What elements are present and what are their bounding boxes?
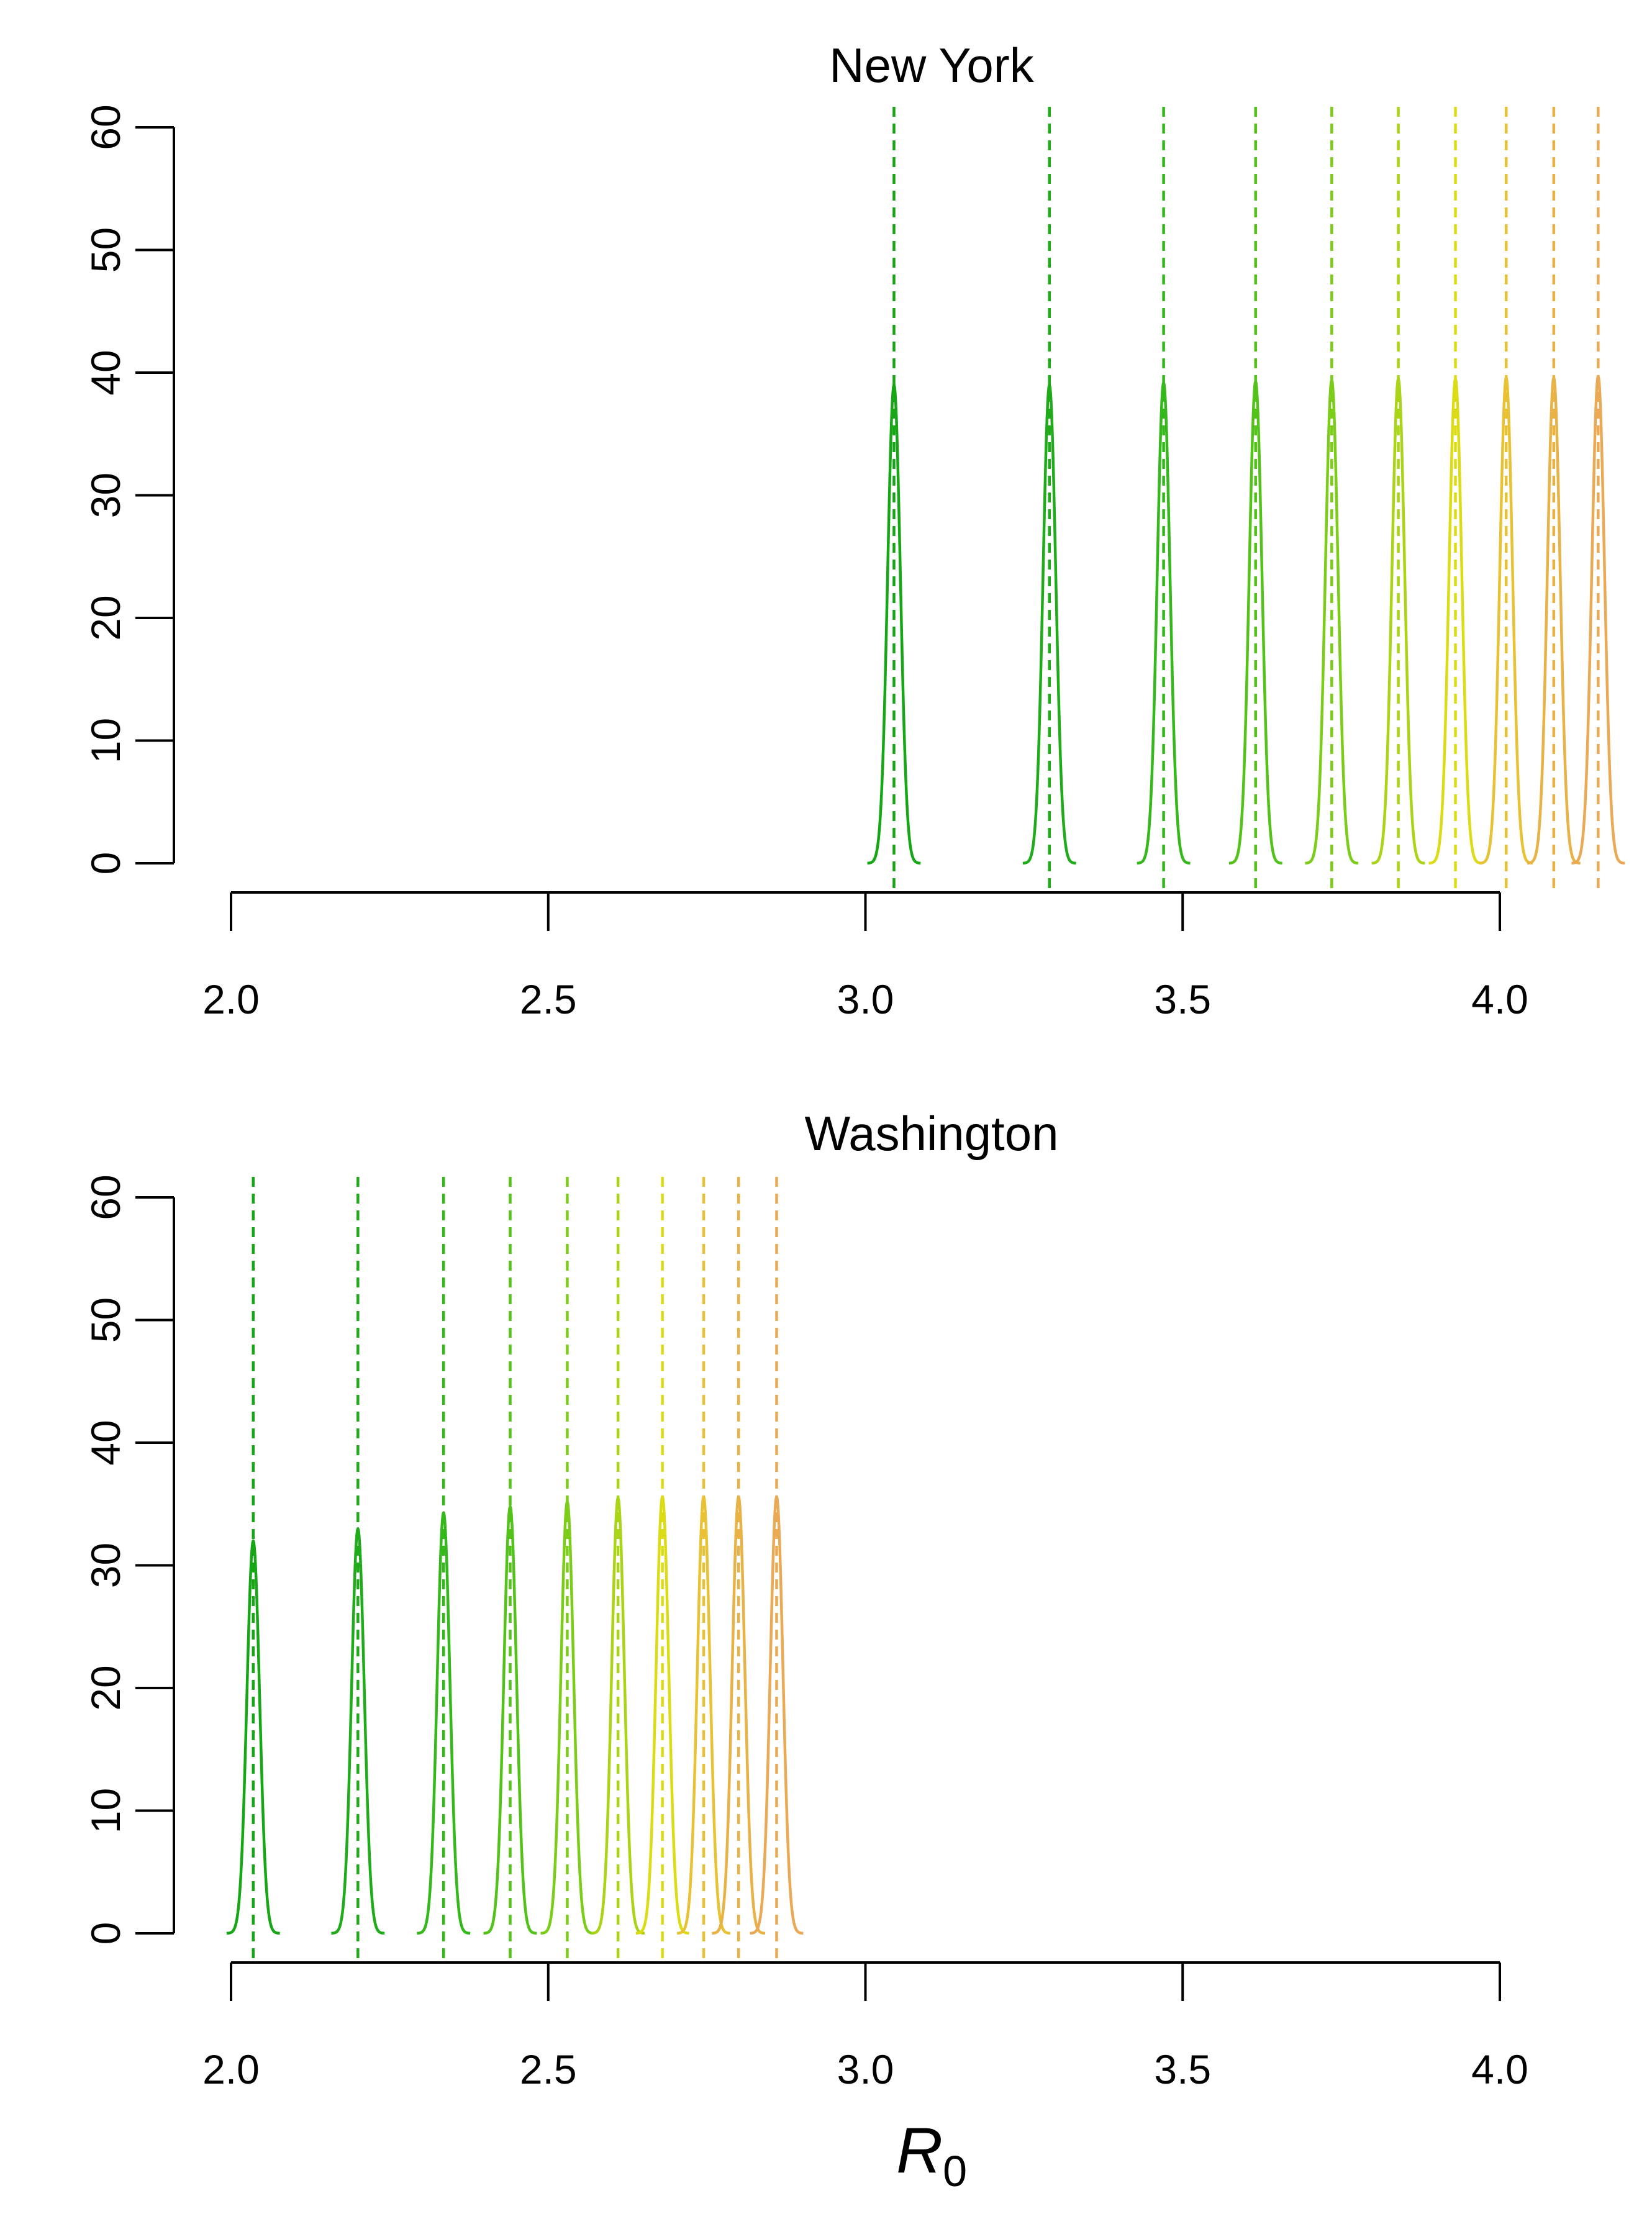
y-tick-label: 30	[83, 1543, 129, 1588]
y-tick-label: 30	[83, 473, 129, 518]
plot-area	[866, 107, 1626, 892]
density-curve	[1304, 378, 1359, 865]
density-curve	[866, 383, 922, 865]
x-tick-label: 2.5	[520, 976, 577, 1022]
axes: 0 10 20 30 40 50 60 2.0 2.5 3.0 3.5 4.0	[83, 104, 1528, 1022]
chart-title: New York	[829, 38, 1035, 93]
panel-new-york: New York 0 10 20 30 40 50 60 2.0 2.5 3.0 3.5 4.0	[83, 38, 1626, 1022]
x-tick-label: 3.5	[1154, 2046, 1211, 2092]
y-tick-label: 10	[83, 1788, 129, 1833]
x-tick-label: 4.0	[1471, 976, 1528, 1022]
y-tick-label: 40	[83, 1420, 129, 1465]
panel-washington: Washington 0 10 20 30 40 50 60 2.0 2.5 3.0 3.5 4.0	[83, 1106, 1528, 2092]
density-curve	[330, 1527, 386, 1935]
y-tick-label: 60	[83, 1174, 129, 1220]
x-tick-label: 2.5	[520, 2046, 577, 2092]
x-tick-label: 3.0	[837, 2046, 894, 2092]
y-tick-label: 0	[83, 852, 129, 875]
y-tick-label: 60	[83, 104, 129, 150]
x-tick-label: 4.0	[1471, 2046, 1528, 2092]
chart-title: Washington	[804, 1106, 1058, 1161]
x-axis-label: R0	[896, 2115, 967, 2195]
density-curve	[483, 1505, 538, 1935]
x-tick-label: 3.5	[1154, 976, 1211, 1022]
density-curve	[1228, 379, 1283, 865]
y-tick-label: 20	[83, 595, 129, 640]
plot-area	[225, 1177, 804, 1963]
density-curve	[1022, 383, 1077, 865]
x-tick-label: 2.0	[202, 976, 260, 1022]
y-tick-label: 50	[83, 227, 129, 273]
y-tick-label: 50	[83, 1297, 129, 1343]
x-tick-label: 3.0	[837, 976, 894, 1022]
y-tick-label: 20	[83, 1665, 129, 1710]
y-tick-label: 10	[83, 718, 129, 763]
y-tick-label: 40	[83, 350, 129, 395]
density-curve	[1136, 381, 1191, 865]
axes: 0 10 20 30 40 50 60 2.0 2.5 3.0 3.5 4.0	[83, 1174, 1528, 2092]
x-tick-label: 2.0	[202, 2046, 260, 2092]
y-tick-label: 0	[83, 1922, 129, 1945]
density-curve	[225, 1539, 281, 1935]
